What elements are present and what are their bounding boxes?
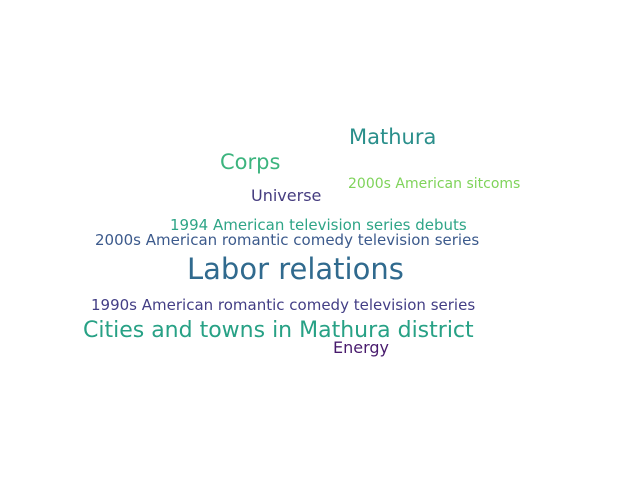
word-labor-relations: Labor relations [187,252,404,286]
word-2000s-american-sitcoms: 2000s American sitcoms [348,176,521,192]
word-1990s-american-romantic-comedy-television-series: 1990s American romantic comedy televisio… [91,296,476,314]
word-energy: Energy [333,338,390,357]
word-corps: Corps [220,150,281,174]
word-1994-american-television-series-debuts: 1994 American television series debuts [170,216,467,234]
word-2000s-american-romantic-comedy-television-series: 2000s American romantic comedy televisio… [95,231,480,249]
word-mathura: Mathura [349,125,437,149]
word-universe: Universe [251,186,322,205]
word-cities-and-towns-in-mathura-district: Cities and towns in Mathura district [83,318,474,343]
